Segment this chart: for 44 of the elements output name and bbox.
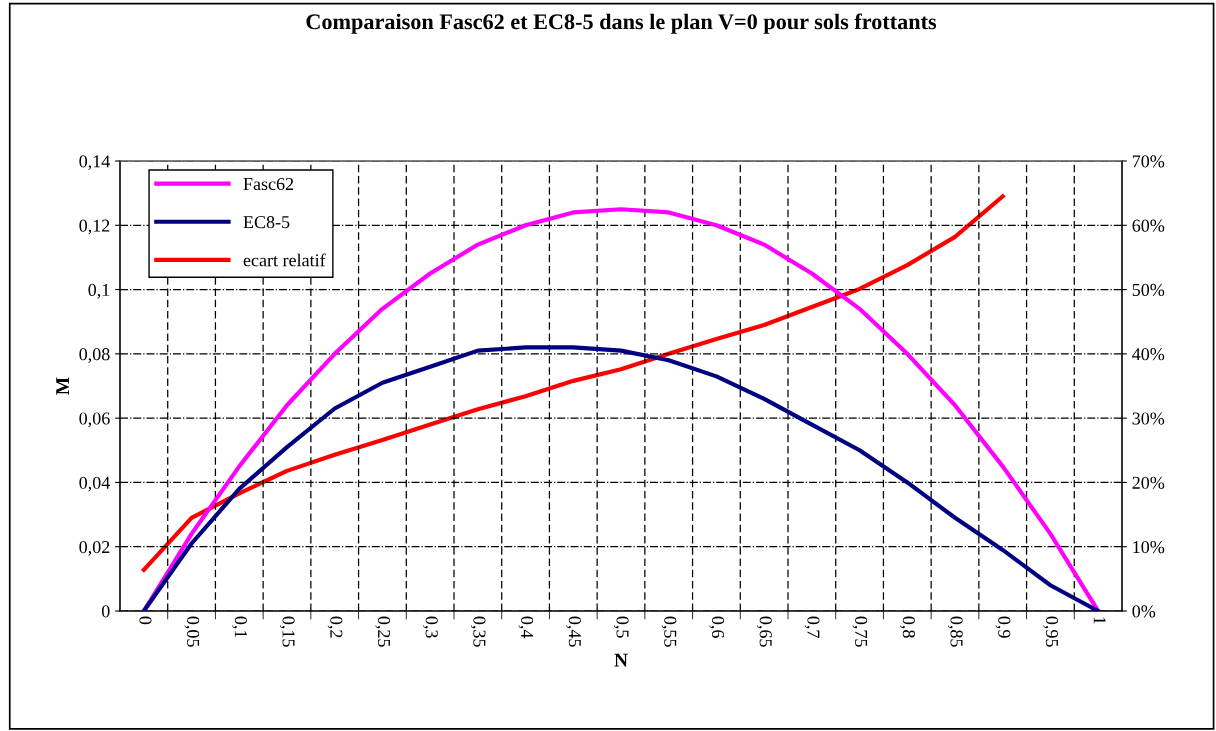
y2-tick-label: 20% [1132, 476, 1165, 489]
x-tick-label: 0,2 [327, 616, 343, 638]
chart-title: Comparaison Fasc62 et EC8-5 dans le plan V=0 pour sols frottants [306, 13, 937, 34]
x-tick-label: 0,15 [279, 616, 295, 647]
y-axis-title: M [56, 377, 69, 395]
y-tick-label: 0,08 [79, 348, 110, 363]
x-tick-label: 0 [139, 616, 152, 625]
y2-tick-label: 10% [1133, 540, 1165, 554]
legend-label: EC8-5 [243, 216, 290, 229]
y-tick-label: 0,06 [79, 412, 110, 428]
x-tick-label: 0,45 [566, 616, 581, 647]
x-tick-label: 0,25 [375, 616, 391, 647]
x-tick-label: 1 [1093, 617, 1106, 624]
x-tick-label: 0,4 [518, 616, 534, 639]
line-series [141, 194, 1005, 572]
x-tick-label: 0,65 [757, 616, 772, 647]
y2-tick-label: 40% [1132, 348, 1165, 361]
x-tick-label: 0,75 [852, 616, 868, 647]
x-tick-label: 0,6 [709, 616, 725, 638]
x-tick-label: 0,35 [470, 616, 486, 647]
x-tick-label: 0,8 [900, 616, 915, 638]
y2-tick-label: 50% [1132, 283, 1165, 297]
x-tick-label: 0,1 [232, 616, 247, 638]
y2-tick-label: 0% [1132, 605, 1156, 618]
legend-label: ecart relatif [243, 253, 326, 267]
y-tick-label: 0,14 [79, 155, 110, 171]
y-tick-label: 0,1 [88, 283, 110, 299]
line-series [141, 345, 1101, 611]
legend-label: Fasc62 [243, 177, 294, 191]
y-tick-label: 0,02 [79, 540, 110, 556]
y-tick-label: 0,12 [79, 219, 110, 235]
y2-tick-label: 30% [1132, 412, 1165, 425]
x-tick-label: 0,85 [947, 616, 963, 647]
y2-tick-label: 70% [1132, 155, 1165, 168]
y-tick-label: 0,04 [79, 476, 110, 492]
x-axis-title: N [614, 653, 628, 667]
y2-tick-label: 60% [1132, 219, 1165, 232]
x-tick-label: 0,7 [804, 616, 820, 638]
x-tick-label: 0,95 [1043, 616, 1059, 647]
x-tick-label: 0,55 [661, 616, 677, 647]
x-tick-label: 0,3 [423, 616, 438, 638]
x-tick-label: 0,05 [184, 616, 200, 647]
x-tick-label: 0,9 [995, 616, 1011, 638]
x-tick-label: 0,5 [613, 616, 629, 638]
